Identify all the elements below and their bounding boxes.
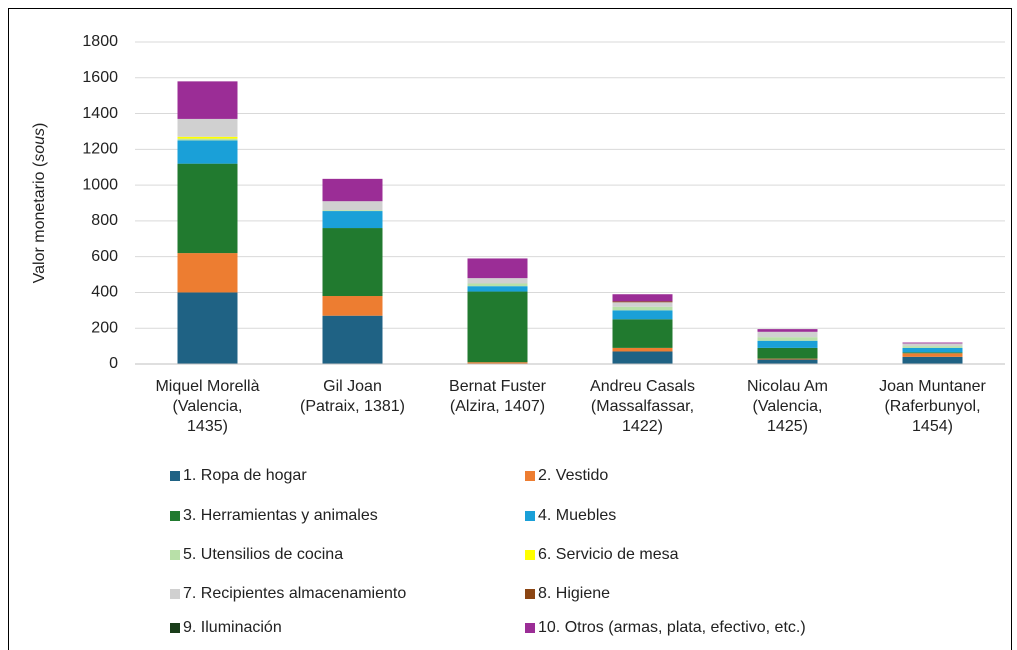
bar-segment bbox=[322, 211, 383, 229]
y-tick-label: 1800 bbox=[82, 33, 118, 50]
y-tick-label: 1200 bbox=[82, 141, 118, 158]
legend-label: 2. Vestido bbox=[538, 467, 608, 484]
bar-segment bbox=[902, 343, 963, 347]
bar-segment bbox=[177, 81, 238, 119]
y-axis-label: Valor monetario (sous) bbox=[31, 123, 48, 284]
bar-segment bbox=[467, 283, 528, 287]
bar-segment bbox=[612, 319, 673, 348]
bar-segment bbox=[612, 351, 673, 364]
legend-swatch bbox=[170, 550, 180, 560]
y-tick-label: 600 bbox=[91, 248, 118, 265]
bar-segment bbox=[902, 356, 963, 364]
bar-segment bbox=[757, 340, 818, 348]
x-tick-label: Joan Muntaner (Raferbunyol, 1454) bbox=[879, 378, 986, 435]
bar-segment bbox=[467, 362, 528, 364]
bar-segment bbox=[177, 136, 238, 139]
y-label-unit: sous bbox=[31, 128, 48, 162]
bar-segment bbox=[177, 140, 238, 164]
y-label-text: ) bbox=[31, 123, 48, 128]
bar-segment bbox=[757, 331, 818, 338]
y-tick-label: 1600 bbox=[82, 69, 118, 86]
bar-segment bbox=[322, 296, 383, 316]
legend-swatch bbox=[525, 550, 535, 560]
bar-segment bbox=[902, 347, 963, 353]
x-tick-label: Andreu Casals (Massalfassar, 1422) bbox=[590, 378, 695, 435]
legend-label: 6. Servicio de mesa bbox=[538, 546, 679, 563]
bar-segment bbox=[902, 342, 963, 344]
x-tick-label: Gil Joan (Patraix, 1381) bbox=[300, 378, 405, 415]
legend-label: 8. Higiene bbox=[538, 585, 610, 602]
bar-segment bbox=[322, 210, 383, 212]
bar-segment bbox=[467, 291, 528, 363]
bar-segment bbox=[177, 138, 238, 141]
y-tick-label: 200 bbox=[91, 319, 118, 336]
bar-segment bbox=[322, 201, 383, 211]
legend-label: 7. Recipientes almacenamiento bbox=[183, 585, 406, 602]
bar-segment bbox=[757, 359, 818, 364]
legend-label: 5. Utensilios de cocina bbox=[183, 546, 343, 563]
bar-segment bbox=[612, 310, 673, 320]
y-tick-label: 400 bbox=[91, 284, 118, 301]
bar-segment bbox=[177, 292, 238, 364]
legend-label: 9. Iluminación bbox=[183, 619, 282, 636]
y-tick-label: 1400 bbox=[82, 105, 118, 122]
legend-label: 4. Muebles bbox=[538, 507, 616, 524]
bar-segment bbox=[177, 118, 238, 137]
bar-segment bbox=[757, 358, 818, 360]
bar-segment bbox=[902, 346, 963, 348]
legend-label: 3. Herramientas y animales bbox=[183, 507, 378, 524]
legend-label: 10. Otros (armas, plata, efectivo, etc.) bbox=[538, 619, 806, 636]
bar-segment bbox=[467, 258, 528, 279]
y-tick-label: 800 bbox=[91, 212, 118, 229]
x-tick-label: Nicolau Am (Valencia, 1425) bbox=[747, 378, 828, 435]
bar-segment bbox=[322, 228, 383, 297]
bar-segment bbox=[902, 352, 963, 354]
y-tick-label: 0 bbox=[109, 355, 118, 372]
legend-swatch bbox=[525, 589, 535, 599]
bar-segment bbox=[612, 294, 673, 302]
legend-swatch bbox=[170, 589, 180, 599]
legend-swatch bbox=[525, 623, 535, 633]
bar-segment bbox=[612, 347, 673, 352]
bar-segment bbox=[612, 306, 673, 311]
x-tick-label: Bernat Fuster (Alzira, 1407) bbox=[449, 378, 546, 415]
legend-label: 1. Ropa de hogar bbox=[183, 467, 307, 484]
bar-segment bbox=[467, 278, 528, 284]
legend-swatch bbox=[170, 471, 180, 481]
bar-segment bbox=[177, 253, 238, 293]
bar-segment bbox=[177, 163, 238, 254]
bar-segment bbox=[612, 301, 673, 303]
bar-segment bbox=[757, 337, 818, 341]
bar-segment bbox=[322, 178, 383, 202]
bar-segment bbox=[757, 347, 818, 359]
legend-swatch bbox=[170, 511, 180, 521]
frame bbox=[8, 8, 1012, 650]
bar-segment bbox=[902, 353, 963, 357]
legend-swatch bbox=[170, 623, 180, 633]
bar-segment bbox=[757, 329, 818, 332]
legend-swatch bbox=[525, 471, 535, 481]
bar-segment bbox=[467, 286, 528, 292]
bar-segment bbox=[322, 315, 383, 364]
bar-segment bbox=[612, 302, 673, 307]
y-tick-label: 1000 bbox=[82, 176, 118, 193]
legend-swatch bbox=[525, 511, 535, 521]
x-tick-label: Miquel Morellà (Valencia, 1435) bbox=[155, 378, 260, 435]
y-label-text: Valor monetario ( bbox=[31, 161, 48, 283]
